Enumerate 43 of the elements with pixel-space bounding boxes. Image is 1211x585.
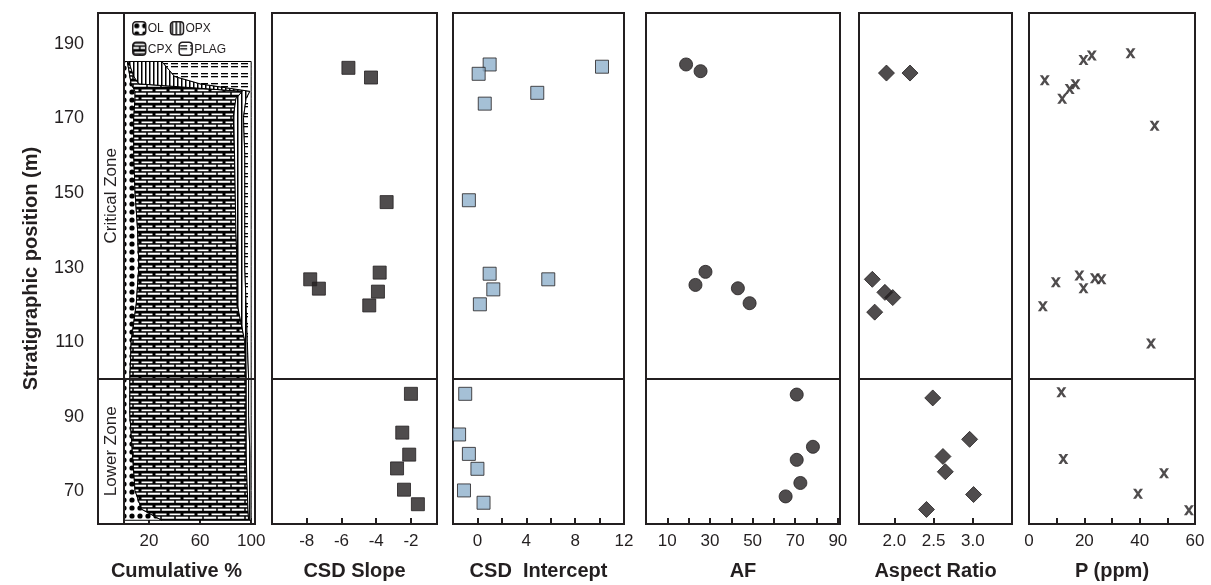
x-tick-label: 20 [139, 531, 159, 550]
legend-label: OPX [185, 21, 211, 36]
legend-label: CPX [147, 41, 173, 56]
y-tick-label: 110 [55, 331, 84, 352]
x-tick-label: 4 [521, 531, 532, 550]
x-axis-title: CSD Slope [303, 559, 406, 581]
x-tick-label: 10 [657, 531, 677, 550]
x-tick-label: 40 [1130, 531, 1150, 550]
x-tick-label: -2 [403, 531, 419, 550]
x-tick-label: 0 [1024, 531, 1034, 550]
x-axis-title: AF [729, 559, 757, 581]
legend-label: OL [147, 21, 165, 36]
y-tick-label: 90 [63, 405, 84, 426]
x-tick-label: 3.0 [960, 531, 985, 550]
x-tick-label: 30 [700, 531, 720, 550]
x-tick-label: 0 [472, 531, 483, 550]
x-tick-label: -6 [333, 531, 350, 550]
x-axis-title: CSD Intercept [469, 559, 608, 581]
x-axis-title: Aspect Ratio [874, 559, 997, 581]
y-axis-title: Stratigraphic position (m) [19, 146, 41, 391]
legend-label: PLAG [194, 41, 227, 56]
y-tick-label: 190 [53, 32, 84, 53]
x-axis-title: P (ppm) [1074, 559, 1150, 581]
x-tick-label: 60 [1185, 531, 1205, 550]
x-tick-label: -4 [368, 531, 384, 550]
x-tick-label: -8 [299, 531, 315, 550]
annotation: Lower Zone [101, 406, 121, 497]
y-tick-label: 70 [63, 480, 84, 501]
y-tick-label: 150 [53, 182, 84, 203]
x-tick-label: 8 [570, 531, 580, 550]
x-tick-label: 2.5 [921, 531, 946, 550]
y-tick-label: 170 [53, 107, 84, 128]
annotation: Critical Zone [101, 148, 121, 244]
x-tick-label: 2.0 [882, 531, 907, 550]
x-tick-label: 60 [190, 531, 210, 550]
x-tick-label: 50 [743, 531, 763, 550]
x-tick-label: 90 [828, 531, 848, 550]
x-tick-label: 12 [614, 531, 634, 550]
y-tick-label: 130 [53, 256, 84, 277]
x-tick-label: 70 [785, 531, 805, 550]
x-tick-label: 100 [236, 531, 266, 550]
x-axis-title: Cumulative % [110, 559, 243, 581]
x-tick-label: 20 [1074, 531, 1094, 550]
